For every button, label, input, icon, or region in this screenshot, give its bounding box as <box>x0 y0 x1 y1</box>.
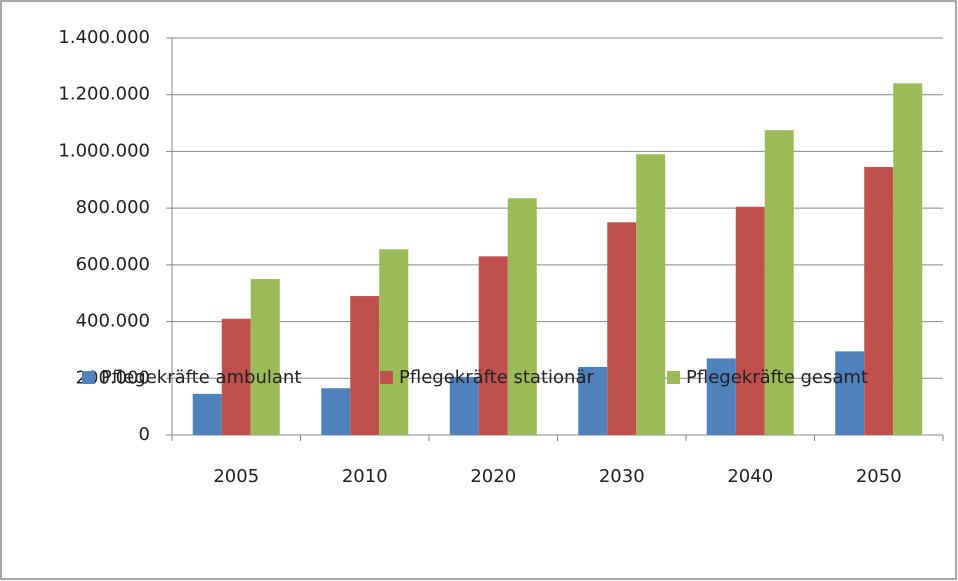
x-tick-label: 2005 <box>213 466 259 487</box>
bar <box>835 351 865 435</box>
bar <box>221 318 251 435</box>
bar <box>449 376 479 435</box>
bar <box>350 296 380 435</box>
y-tick-label: 1.000.000 <box>58 140 150 161</box>
x-tick-label: 2020 <box>470 466 516 487</box>
x-tick-label: 2050 <box>856 466 902 487</box>
x-tick-label: 2030 <box>599 466 645 487</box>
legend-label: Pflegekräfte gesamt <box>686 367 868 388</box>
legend-label: Pflegekräfte ambulant <box>101 367 301 388</box>
y-tick-label: 800.000 <box>76 197 150 218</box>
bar <box>250 279 280 435</box>
bar <box>578 366 608 435</box>
bar <box>864 167 894 435</box>
bar <box>735 206 765 435</box>
y-tick-label: 1.200.000 <box>58 84 150 105</box>
y-tick-label: 1.400.000 <box>58 27 150 48</box>
bar <box>507 198 537 435</box>
bar <box>706 358 736 435</box>
legend-swatch <box>667 371 680 384</box>
bar <box>321 388 351 435</box>
bar <box>893 83 923 435</box>
y-tick-label: 0 <box>139 424 150 445</box>
bar <box>764 130 794 436</box>
x-tick-label: 2040 <box>727 466 773 487</box>
x-tick-label: 2010 <box>342 466 388 487</box>
legend-swatch <box>82 371 95 384</box>
bar <box>607 222 637 435</box>
y-tick-label: 600.000 <box>76 254 150 275</box>
y-tick-label: 400.000 <box>76 311 150 332</box>
bar <box>636 154 666 435</box>
bar <box>192 393 222 435</box>
bar <box>379 249 409 435</box>
legend-swatch <box>380 371 393 384</box>
bar <box>478 256 508 435</box>
legend-label: Pflegekräfte stationär <box>399 367 594 388</box>
